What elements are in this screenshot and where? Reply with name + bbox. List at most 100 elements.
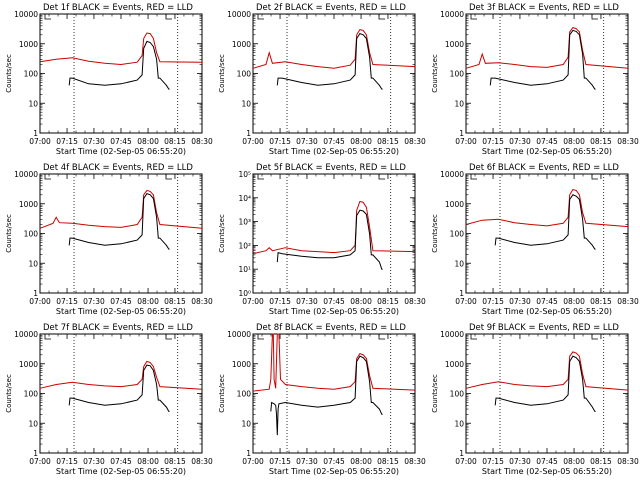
plot-frame xyxy=(465,173,629,294)
panel-det-3: Det 3f BLACK = Events, RED = LLD Counts/s… xyxy=(431,3,639,156)
x-tick-label: 07:15 xyxy=(269,457,291,466)
y-tick-label: 10 xyxy=(28,419,38,428)
x-tick-label: 07:45 xyxy=(110,297,132,306)
y-tick-label: 100 xyxy=(450,70,465,79)
y-tick-label: 10 xyxy=(28,99,38,108)
x-tick-label: 07:15 xyxy=(56,297,78,306)
y-tick-label: 10000 xyxy=(440,10,464,19)
chart-title: Det 1f BLACK = Events, RED = LLD xyxy=(43,3,193,13)
y-tick-label: 1 xyxy=(246,449,251,458)
y-tick-label: 100 xyxy=(24,390,39,399)
y-tick-label: 100 xyxy=(237,390,252,399)
x-tick-label: 07:45 xyxy=(323,297,345,306)
x-tick-label: 08:00 xyxy=(350,137,372,146)
corner-marker xyxy=(470,334,477,340)
x-tick-label: 08:00 xyxy=(350,297,372,306)
x-tick-label: 08:30 xyxy=(617,297,639,306)
x-tick-label: 07:00 xyxy=(242,137,264,146)
x-tick-label: 07:00 xyxy=(29,297,51,306)
x-tick-label: 08:15 xyxy=(164,137,186,146)
y-axis-label: Counts/sec xyxy=(218,214,226,253)
chart-title: Det 2f BLACK = Events, RED = LLD xyxy=(256,3,406,13)
chart-title: Det 4f BLACK = Events, RED = LLD xyxy=(43,163,193,173)
corner-marker xyxy=(470,14,477,20)
y-tick-label: 1000 xyxy=(445,360,464,369)
plot-frame xyxy=(39,173,203,294)
x-tick-label: 07:15 xyxy=(269,137,291,146)
x-tick-label: 07:15 xyxy=(482,297,504,306)
corner-marker xyxy=(257,174,264,180)
x-tick-label: 07:00 xyxy=(242,457,264,466)
y-tick-label: 100 xyxy=(237,70,252,79)
series-line-lld xyxy=(39,360,203,390)
panel-det-4: Det 4f BLACK = Events, RED = LLD Counts/s… xyxy=(5,163,213,316)
y-tick-label: 10000 xyxy=(14,170,38,179)
x-axis-label: Start Time (02-Sep-05 06:55:20) xyxy=(482,147,612,156)
x-tick-label: 08:00 xyxy=(137,457,159,466)
x-tick-label: 07:30 xyxy=(83,137,105,146)
x-tick-label: 08:30 xyxy=(404,297,426,306)
y-tick-label: 10000 xyxy=(14,330,38,339)
series-line-events xyxy=(68,40,170,90)
x-tick-label: 08:15 xyxy=(377,457,399,466)
x-tick-label: 07:15 xyxy=(56,137,78,146)
x-tick-label: 07:45 xyxy=(536,457,558,466)
y-tick-label: 1000 xyxy=(19,360,38,369)
panel-det-8: Det 8f BLACK = Events, RED = LLD Counts/s… xyxy=(218,323,426,476)
x-tick-label: 07:00 xyxy=(455,457,477,466)
x-tick-label: 07:15 xyxy=(482,137,504,146)
chart-title: Det 3f BLACK = Events, RED = LLD xyxy=(469,3,619,13)
y-axis-label: Counts/sec xyxy=(5,54,13,93)
corner-marker xyxy=(378,334,385,340)
x-tick-label: 08:15 xyxy=(377,297,399,306)
x-tick-label: 08:15 xyxy=(590,137,612,146)
chart-title: Det 9f BLACK = Events, RED = LLD xyxy=(469,323,619,333)
x-tick-label: 07:30 xyxy=(509,297,531,306)
y-tick-label: 100 xyxy=(24,70,39,79)
y-tick-label: 1000 xyxy=(445,40,464,49)
series-line-events xyxy=(489,29,596,90)
series-line-lld xyxy=(39,32,203,66)
x-tick-label: 07:00 xyxy=(29,137,51,146)
corner-marker xyxy=(44,14,51,20)
corner-marker xyxy=(378,174,385,180)
y-axis-label: Counts/sec xyxy=(431,214,439,253)
series-line-lld xyxy=(252,333,416,392)
y-tick-label: 1000 xyxy=(445,200,464,209)
y-tick-label: 10¹ xyxy=(238,265,251,274)
chart-title: Det 7f BLACK = Events, RED = LLD xyxy=(43,323,193,333)
x-tick-label: 08:30 xyxy=(617,457,639,466)
x-tick-label: 08:00 xyxy=(137,297,159,306)
series-line-lld xyxy=(252,29,416,69)
panel-det-9: Det 9f BLACK = Events, RED = LLD Counts/s… xyxy=(431,323,639,476)
x-tick-label: 07:45 xyxy=(323,457,345,466)
chart-title: Det 8f BLACK = Events, RED = LLD xyxy=(256,323,406,333)
y-tick-label: 100 xyxy=(450,390,465,399)
y-axis-label: Counts/sec xyxy=(218,374,226,413)
corner-marker xyxy=(165,174,172,180)
chart-title: Det 6f BLACK = Events, RED = LLD xyxy=(469,163,619,173)
x-tick-label: 07:30 xyxy=(296,297,318,306)
series-line-events xyxy=(276,209,383,270)
x-tick-label: 08:30 xyxy=(404,137,426,146)
plot-frame xyxy=(252,13,416,134)
y-tick-label: 10000 xyxy=(227,10,251,19)
panel-det-6: Det 6f BLACK = Events, RED = LLD Counts/s… xyxy=(431,163,639,316)
x-tick-label: 07:45 xyxy=(110,457,132,466)
y-tick-label: 1000 xyxy=(232,40,251,49)
y-axis-label: Counts/sec xyxy=(431,374,439,413)
x-tick-label: 08:00 xyxy=(563,457,585,466)
y-tick-label: 10 xyxy=(28,259,38,268)
x-tick-label: 07:00 xyxy=(455,137,477,146)
plot-frame xyxy=(465,13,629,134)
y-tick-label: 1 xyxy=(33,129,38,138)
x-tick-label: 07:30 xyxy=(509,457,531,466)
y-tick-label: 10 xyxy=(454,99,464,108)
x-tick-label: 07:30 xyxy=(509,137,531,146)
corner-marker xyxy=(257,14,264,20)
plot-frame xyxy=(39,333,203,454)
panel-det-1: Det 1f BLACK = Events, RED = LLD Counts/s… xyxy=(5,3,213,156)
x-tick-label: 07:15 xyxy=(269,297,291,306)
y-axis-label: Counts/sec xyxy=(5,374,13,413)
